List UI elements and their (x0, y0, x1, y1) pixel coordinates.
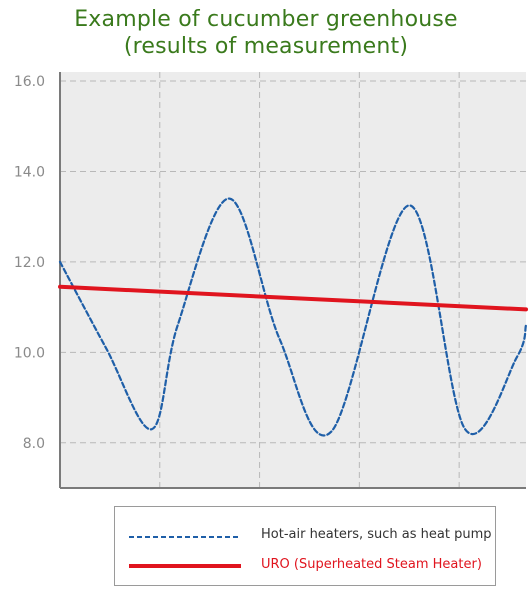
legend-item-hot-air: Hot-air heaters, such as heat pump (115, 525, 497, 545)
legend-label-uro: URO (Superheated Steam Heater) (261, 557, 482, 572)
y-tick-label-0: 8.0 (23, 436, 45, 452)
legend-item-uro: URO (Superheated Steam Heater) (115, 555, 497, 575)
y-tick-label-1: 10.0 (14, 345, 45, 361)
chart-title-line-1: Example of cucumber greenhouse (74, 7, 458, 32)
legend-swatch-dashed (129, 536, 241, 538)
legend-label-hot-air: Hot-air heaters, such as heat pump (261, 527, 492, 542)
y-tick-label-3: 14.0 (14, 164, 45, 180)
series-line-1 (58, 284, 528, 312)
chart-title-line-2: (results of measurement) (123, 34, 409, 59)
plot-area (60, 72, 526, 488)
chart-title: Example of cucumber greenhouse (results … (0, 6, 532, 60)
series-line-0 (58, 197, 528, 437)
y-tick-label-4: 16.0 (14, 74, 45, 90)
chart-legend: Hot-air heaters, such as heat pump URO (… (114, 506, 496, 586)
legend-swatch-solid (129, 564, 241, 568)
y-tick-label-2: 12.0 (14, 255, 45, 271)
